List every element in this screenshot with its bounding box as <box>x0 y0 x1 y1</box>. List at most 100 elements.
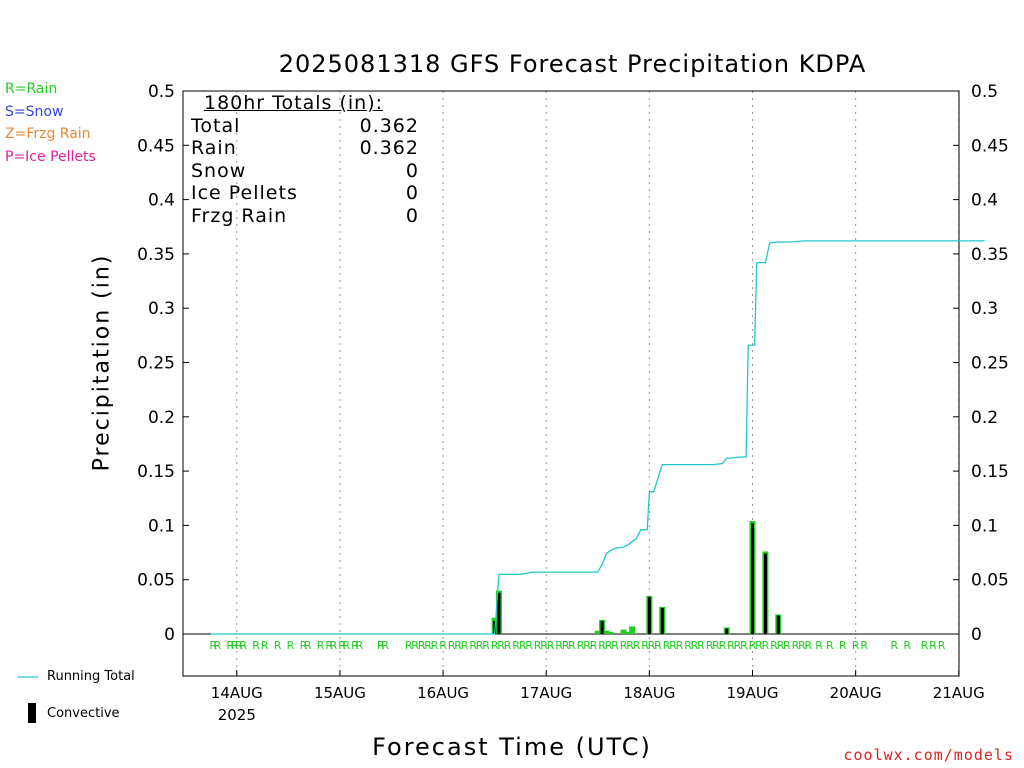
y-tick-label-left: 0.2 <box>148 408 175 428</box>
totals-row-label: Snow <box>191 159 247 182</box>
precip-type-marker: R <box>755 639 763 652</box>
plot-border <box>182 90 960 677</box>
x-year-label: 2025 <box>218 706 256 724</box>
precip-type-marker: R <box>227 639 235 652</box>
precip-type-marker: R <box>921 639 929 652</box>
x-tick-label: 19AUG <box>727 684 779 702</box>
convective-bar <box>776 615 780 634</box>
x-tick-label: 14AUG <box>211 684 263 702</box>
precip-type-marker: R <box>418 639 426 652</box>
precip-type-marker: R <box>815 639 823 652</box>
y-tick-label-left: 0.05 <box>137 571 175 591</box>
running-total-line <box>211 240 985 635</box>
precip-type-marker: R <box>525 639 533 652</box>
totals-heading: 180hr Totals (in): <box>204 92 384 114</box>
totals-row: Ice Pellets 0 <box>191 182 419 205</box>
precip-type-marker: R <box>890 639 898 652</box>
precip-type-marker: R <box>343 639 351 652</box>
precip-type-marker: R <box>852 639 860 652</box>
y-tick-label-right: 0.4 <box>971 191 998 211</box>
precip-type-marker: R <box>448 639 456 652</box>
precip-type-marker: R <box>287 639 295 652</box>
credit-text: coolwx.com/models <box>843 746 1014 764</box>
precip-type-marker: R <box>798 639 806 652</box>
precip-type-marker: R <box>497 639 505 652</box>
precip-type-marker: R <box>304 639 312 652</box>
precip-type-marker: R <box>590 639 598 652</box>
precip-type-marker: R <box>239 639 247 652</box>
running-total-series <box>211 240 985 635</box>
precip-type-marker: R <box>338 639 346 652</box>
convective-bar <box>600 620 604 634</box>
y-tick-label-left: 0.45 <box>137 136 175 156</box>
precip-type-marker: R <box>762 639 770 652</box>
totals-row: Rain 0.362 <box>191 137 419 160</box>
precip-type-marker: R <box>626 639 634 652</box>
precip-type-marker: R <box>648 639 656 652</box>
totals-row: Total 0.362 <box>191 115 419 138</box>
precip-type-marker: R <box>805 639 813 652</box>
precip-type-marker: R <box>583 639 591 652</box>
precip-type-marker: R <box>512 639 520 652</box>
precip-type-marker: R <box>274 639 282 652</box>
precip-type-marker: R <box>839 639 847 652</box>
legend-type-0: R=Rain <box>5 81 58 97</box>
precip-type-marker: R <box>740 639 748 652</box>
totals-row: Frzg Rain 0 <box>191 205 419 228</box>
precip-type-marker: R <box>903 639 911 652</box>
precip-type-marker: R <box>770 639 778 652</box>
precip-type-marker: R <box>231 639 239 652</box>
precip-type-marker: R <box>504 639 512 652</box>
y-tick-label-right: 0.3 <box>971 299 998 319</box>
y-tick-label-left: 0.25 <box>137 354 175 374</box>
convective-bar <box>751 523 754 634</box>
y-tick-label-right: 0 <box>971 625 982 645</box>
totals-row-value: 0.362 <box>359 137 419 159</box>
legend-type-3: P=Ice Pellets <box>5 148 96 165</box>
precip-type-marker: R <box>482 639 490 652</box>
precip-bar <box>624 631 631 634</box>
precip-type-marker: R <box>519 639 527 652</box>
precip-type-marker: R <box>534 639 542 652</box>
precip-type-marker: R <box>727 639 735 652</box>
convective-key <box>28 703 36 723</box>
precip-bar <box>603 630 610 634</box>
precip-type-marker: R <box>663 639 671 652</box>
totals-row-value: 0 <box>405 204 419 227</box>
precip-type-marker: R <box>706 639 714 652</box>
x-tick-label: 17AUG <box>520 684 572 702</box>
y-tick-label-left: 0.1 <box>148 516 175 536</box>
precip-type-marker: R <box>235 639 243 652</box>
bottom-legend-keys <box>18 676 38 723</box>
precip-type-marker: R <box>633 639 641 652</box>
precip-type-marker: R <box>712 639 720 652</box>
precip-type-marker: R <box>860 639 868 652</box>
precip-type-marker: R <box>424 639 432 652</box>
y-tick-label-right: 0.35 <box>971 245 1009 265</box>
precip-type-marker: R <box>676 639 684 652</box>
y-tick-label-right: 0.1 <box>971 516 998 536</box>
convective-bar <box>660 607 664 634</box>
precip-type-marker: R <box>783 639 791 652</box>
precip-type-marker: R <box>684 639 692 652</box>
totals-row-value: 0 <box>405 182 419 204</box>
precip-type-marker: R <box>439 639 447 652</box>
convective-bar <box>725 628 729 634</box>
convective-legend-label: Convective <box>47 706 120 721</box>
precip-type-marker: R <box>330 639 338 652</box>
precip-type-marker: R <box>252 639 260 652</box>
precip-type-marker: R <box>317 639 325 652</box>
y-tick-label-right: 0.15 <box>971 462 1009 482</box>
chart-title: 2025081318 GFS Forecast Precipitation KD… <box>278 50 867 78</box>
precip-type-marker: R <box>540 639 548 652</box>
y-axis-left: 0 0.05 0.1 0.15 0.2 0.25 0.3 0.35 0.4 0.45 0.5 <box>137 82 189 645</box>
precip-type-marker: R <box>469 639 477 652</box>
precip-type-marker: R <box>351 639 359 652</box>
totals-row-label: Rain <box>191 137 237 159</box>
precip-type-marker: R <box>300 639 308 652</box>
precip-type-marker: R <box>547 639 555 652</box>
precip-type-marker: R <box>938 639 946 652</box>
precip-type-marker: R <box>325 639 333 652</box>
